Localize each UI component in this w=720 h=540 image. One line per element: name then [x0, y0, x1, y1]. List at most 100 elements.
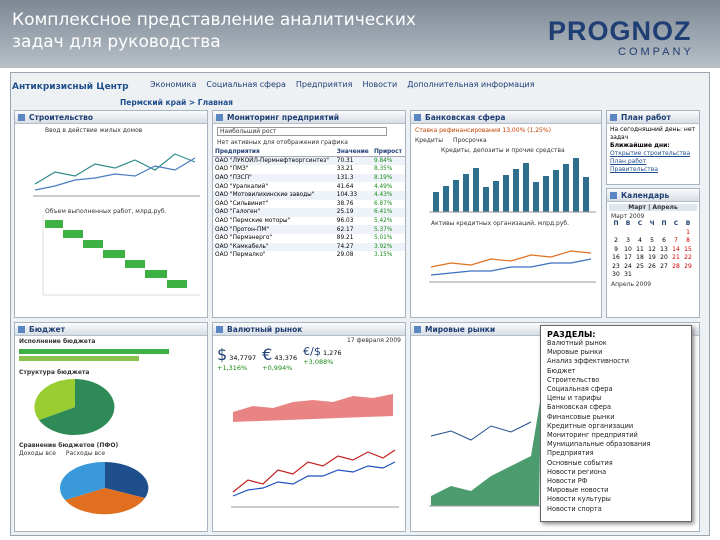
day[interactable]: 20 — [660, 254, 668, 261]
rate: 1,276 — [322, 349, 342, 357]
day[interactable]: 7 — [674, 237, 678, 244]
nav-item[interactable]: Предприятия — [295, 80, 353, 89]
blank-cell — [658, 229, 670, 238]
filter-select[interactable]: Наибольший рост — [217, 127, 387, 136]
plan-link[interactable]: Открытие строительства — [610, 150, 691, 157]
currency-sign: € — [262, 345, 273, 364]
day[interactable]: 30 — [612, 271, 620, 278]
nav-item[interactable]: Дополнительная информация — [407, 80, 535, 89]
table-row[interactable]: ОАО "Пермские моторы" 96.03 5.42% — [213, 217, 405, 226]
table-row[interactable]: ОАО "Камкабель" 74.27 3.92% — [213, 242, 405, 252]
day[interactable]: 1 — [686, 228, 690, 236]
menu-item[interactable]: Строительство — [547, 375, 600, 384]
menu-item[interactable]: Анализ эффективности — [547, 357, 630, 366]
day[interactable]: 24 — [624, 262, 632, 270]
day[interactable]: 23 — [612, 262, 620, 270]
table-row[interactable]: ОАО "Протон-ПМ" 62.17 5.37% — [213, 225, 405, 234]
menu-item[interactable]: Социальная сфера — [547, 385, 613, 394]
day[interactable]: 21 — [672, 254, 680, 261]
nav-item[interactable]: Социальная сфера — [206, 80, 286, 89]
menu-item[interactable]: Новости РФ — [547, 477, 588, 486]
rate: Ставка рефинансирования 13,00% (1,25%) — [415, 127, 551, 134]
tab[interactable]: Просрочка — [453, 137, 487, 144]
menu-item[interactable]: Новости культуры — [547, 495, 611, 504]
menu-item[interactable]: Финансовые рынки — [547, 412, 615, 421]
menu-item[interactable]: Основные события — [547, 458, 613, 467]
table-cell: 38.76 — [336, 200, 354, 207]
menu-item[interactable]: Мониторинг предприятий — [547, 431, 638, 440]
bar-decor — [443, 186, 449, 212]
budget-panel: Бюджет Исполнение бюджета Структура бюдж… — [14, 322, 208, 532]
day[interactable]: 14 — [672, 245, 680, 253]
weekday: С — [673, 220, 679, 227]
day[interactable]: 6 — [662, 237, 666, 244]
menu-item[interactable]: Кредитные организации — [547, 421, 634, 430]
table-row[interactable]: ОАО "ПЗСП" 131.3 8.19% — [213, 173, 405, 183]
day[interactable]: 10 — [624, 245, 632, 253]
chart-title: Активы кредитных организаций, млрд.руб. — [431, 220, 569, 227]
menu-item[interactable]: Новости региона — [547, 467, 607, 476]
menu-item[interactable]: Муниципальные образования — [547, 440, 651, 449]
day[interactable]: 29 — [684, 262, 692, 270]
day[interactable]: 27 — [660, 262, 668, 270]
rate: 43,376 — [274, 354, 298, 362]
breadcrumb[interactable]: Пермский край > Главная — [120, 98, 233, 107]
table-cell: 62.17 — [334, 225, 372, 234]
table-cell: 8.19% — [371, 173, 405, 183]
tab[interactable]: Кредиты — [415, 137, 444, 144]
plan-text: Ближайшие дни: — [610, 142, 670, 149]
bar-decor — [523, 163, 529, 212]
day[interactable]: 4 — [638, 237, 642, 244]
table-cell: 4.49% — [373, 183, 393, 190]
day[interactable]: 17 — [624, 254, 632, 261]
table-row[interactable]: ОАО "ЛУКОЙЛ-Пермнефтеоргсинтез" 70.31 9.84… — [213, 156, 405, 166]
day[interactable]: 25 — [636, 262, 644, 270]
table-row[interactable]: ОАО "Галоген" 25.19 6.41% — [213, 208, 405, 217]
table-cell: 5.42% — [373, 218, 393, 225]
table-cell: 96.03 — [336, 218, 354, 225]
table-row[interactable]: ОАО "Сильвинит" 38.76 6.87% — [213, 200, 405, 209]
nav-item[interactable]: Экономика — [150, 80, 197, 89]
menu-item[interactable]: Мировые рынки — [547, 348, 603, 357]
table-cell: ОАО "Протон-ПМ" — [213, 225, 335, 234]
plan-link[interactable]: План работ Правительства — [610, 158, 658, 173]
menu-item[interactable]: Банковская сфера — [547, 403, 612, 412]
section-title: Сравнение бюджетов (ПФО) — [19, 442, 119, 449]
month-switch[interactable]: Март | Апрель — [609, 204, 697, 211]
day[interactable]: 18 — [636, 254, 644, 261]
table-row[interactable]: ОАО "Уралкалий" 41.64 4.49% — [213, 182, 405, 191]
day[interactable]: 26 — [648, 262, 656, 270]
table-row[interactable]: ОАО "ПМЗ" 33.21 8.35% — [213, 165, 405, 174]
panel-title: Календарь — [607, 189, 699, 202]
panel-title: Строительство — [15, 111, 207, 124]
table-row[interactable]: ОАО "Мотовилихинские заводы" 104.33 4.43% — [213, 190, 405, 200]
blank-cell — [622, 229, 634, 238]
construction-panel: Строительство Ввод в действие жилых домо… — [14, 110, 208, 318]
day[interactable]: 31 — [624, 271, 632, 278]
day[interactable]: 15 — [684, 245, 692, 253]
day[interactable]: 12 — [648, 245, 656, 253]
nav-item[interactable]: Новости — [362, 80, 398, 89]
table-row[interactable]: ОАО "Пермэнерго" 89.21 5.01% — [213, 234, 405, 243]
menu-item[interactable]: Мировые новости — [547, 486, 609, 495]
currency-panel: Валютный рынок 17 февраля 2009 $ 34,7797… — [212, 322, 406, 532]
day[interactable]: 22 — [684, 254, 692, 261]
day[interactable]: 19 — [648, 254, 656, 261]
day[interactable]: 13 — [660, 245, 668, 253]
blank-cell — [634, 229, 646, 238]
menu-item[interactable]: Новости спорта — [547, 504, 602, 513]
day[interactable]: 3 — [626, 237, 630, 244]
menu-item[interactable]: Предприятия — [547, 449, 594, 458]
day[interactable]: 8 — [686, 237, 690, 244]
legend: Доходы все Расходы все — [19, 450, 203, 457]
day[interactable]: 11 — [636, 245, 644, 253]
day[interactable]: 28 — [672, 262, 680, 270]
menu-item[interactable]: Валютный рынок — [547, 339, 607, 347]
day[interactable]: 9 — [614, 245, 618, 253]
menu-item[interactable]: Цены и тарифы — [547, 394, 602, 403]
table-row[interactable]: ОАО "Пермалко" 29.08 3.15% — [213, 251, 405, 260]
day[interactable]: 5 — [650, 237, 654, 244]
day[interactable]: 16 — [612, 254, 620, 261]
day[interactable]: 2 — [614, 237, 618, 244]
menu-item[interactable]: Бюджет — [547, 366, 576, 375]
